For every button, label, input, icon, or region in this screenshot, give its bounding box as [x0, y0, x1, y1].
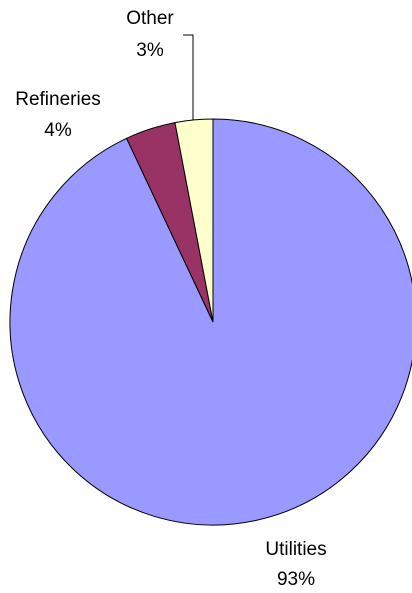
leader-line	[183, 34, 194, 122]
pie-slice	[9, 118, 412, 526]
slice-value-label: 3%	[136, 40, 164, 61]
slice-value-label: 93%	[277, 569, 315, 590]
slice-label: Refineries	[15, 89, 101, 110]
slice-label: Other	[126, 8, 174, 29]
pie-slice	[174, 118, 214, 323]
slice-label: Utilities	[265, 539, 326, 560]
slice-value-label: 4%	[44, 120, 72, 141]
